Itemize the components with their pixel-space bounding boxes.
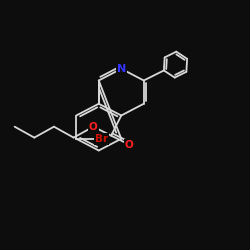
Text: Br: Br: [95, 134, 108, 144]
Text: O: O: [125, 140, 134, 149]
Text: N: N: [116, 64, 126, 74]
Text: O: O: [89, 122, 98, 132]
